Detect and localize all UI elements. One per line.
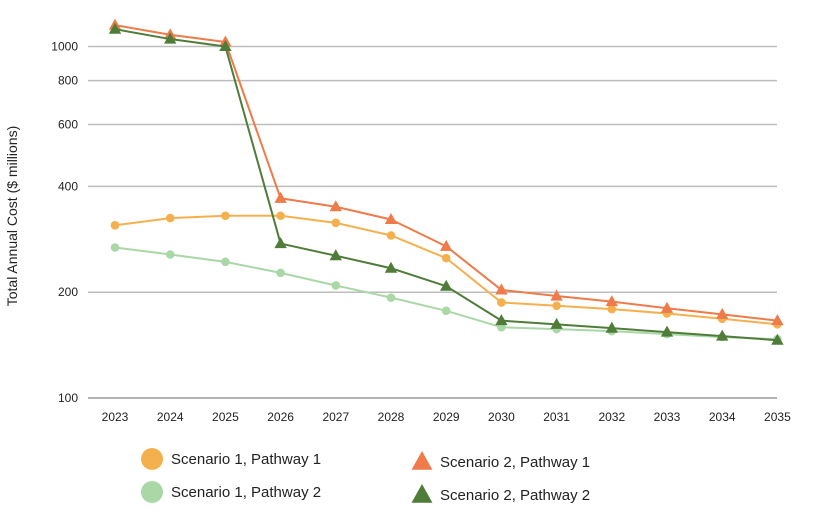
x-tick-label: 2035 — [764, 410, 791, 424]
data-point-triangle — [274, 237, 287, 249]
x-tick-label: 2032 — [598, 410, 625, 424]
x-tick-label: 2034 — [709, 410, 736, 424]
series-line — [114, 28, 778, 342]
y-axis-ticks: 100 200 400 600 800 1000 — [51, 40, 78, 406]
y-axis-label: Total Annual Cost ($ millions) — [4, 126, 20, 307]
x-axis-ticks: 2023 2024 2025 2026 2027 2028 2029 2030 2031 2032… — [102, 410, 791, 424]
data-point-triangle — [495, 283, 508, 295]
data-point-triangle — [771, 314, 784, 326]
legend-item-scenario-2-pathway-1: Scenario 2, Pathway 1 — [411, 451, 590, 471]
data-point-circle — [386, 293, 396, 302]
legend-label: Scenario 1, Pathway 2 — [171, 484, 321, 501]
x-tick-label: 2023 — [102, 410, 129, 424]
data-point-circle — [276, 268, 285, 278]
y-tick-label: 600 — [58, 117, 78, 131]
legend-item-scenario-1-pathway-1: Scenario 1, Pathway 1 — [141, 448, 321, 470]
data-point-circle — [221, 257, 230, 267]
x-tick-label: 2031 — [543, 410, 570, 424]
data-point-triangle — [605, 295, 618, 307]
series-group — [108, 18, 784, 345]
data-point-triangle — [329, 200, 342, 212]
data-point-circle — [331, 281, 341, 290]
data-point-triangle — [660, 301, 674, 313]
data-point-triangle — [329, 249, 342, 261]
x-tick-label: 2028 — [378, 410, 405, 424]
x-tick-label: 2025 — [212, 410, 239, 424]
x-tick-label: 2033 — [654, 410, 681, 424]
x-tick-label: 2029 — [433, 410, 460, 424]
series-line — [114, 24, 778, 322]
y-tick-label: 200 — [58, 285, 78, 299]
y-tick-label: 1000 — [51, 40, 78, 54]
legend-item-scenario-2-pathway-2: Scenario 2, Pathway 2 — [411, 484, 590, 504]
data-point-triangle — [384, 261, 398, 273]
data-point-circle — [607, 304, 617, 314]
data-point-circle — [441, 253, 451, 263]
data-point-circle — [165, 250, 175, 259]
data-point-circle — [331, 218, 341, 228]
data-point-triangle — [660, 325, 674, 337]
x-tick-label: 2030 — [488, 410, 515, 424]
gridlines — [88, 45, 777, 399]
legend-label: Scenario 2, Pathway 2 — [440, 487, 590, 504]
data-point-triangle — [495, 314, 508, 326]
legend-triangle-icon — [411, 484, 433, 503]
data-point-triangle — [440, 279, 453, 291]
data-point-triangle — [164, 32, 177, 44]
data-point-circle — [497, 298, 506, 307]
data-point-triangle — [716, 329, 729, 341]
series-scenario-2-pathway-1 — [108, 18, 784, 326]
legend-item-scenario-1-pathway-2: Scenario 1, Pathway 2 — [141, 481, 321, 503]
data-point-circle — [110, 243, 120, 252]
y-tick-label: 800 — [58, 74, 78, 88]
x-tick-label: 2024 — [157, 410, 184, 424]
data-point-circle — [165, 213, 175, 223]
legend-label: Scenario 1, Pathway 1 — [171, 451, 321, 468]
data-point-triangle — [440, 239, 453, 251]
data-point-circle — [276, 211, 285, 221]
data-point-circle — [221, 211, 230, 221]
y-tick-label: 400 — [58, 179, 78, 193]
data-point-triangle — [716, 307, 729, 319]
data-point-triangle — [384, 212, 398, 225]
data-point-triangle — [550, 289, 563, 301]
legend: Scenario 1, Pathway 1 Scenario 1, Pathway… — [141, 448, 590, 504]
legend-label: Scenario 2, Pathway 1 — [440, 454, 590, 471]
y-tick-label: 100 — [58, 391, 78, 405]
data-point-triangle — [108, 22, 122, 34]
data-point-circle — [441, 306, 451, 316]
data-point-triangle — [771, 333, 784, 345]
series-scenario-2-pathway-2 — [108, 22, 784, 345]
data-point-triangle — [605, 321, 618, 333]
legend-circle-icon — [141, 448, 163, 470]
data-point-circle — [110, 220, 120, 230]
x-tick-label: 2026 — [267, 410, 294, 424]
legend-circle-icon — [141, 481, 163, 503]
data-point-triangle — [219, 40, 232, 52]
data-point-triangle — [274, 191, 287, 203]
data-point-circle — [552, 301, 561, 311]
data-point-circle — [386, 231, 396, 240]
data-point-triangle — [550, 317, 563, 329]
legend-triangle-icon — [411, 451, 433, 470]
x-tick-label: 2027 — [322, 410, 349, 424]
